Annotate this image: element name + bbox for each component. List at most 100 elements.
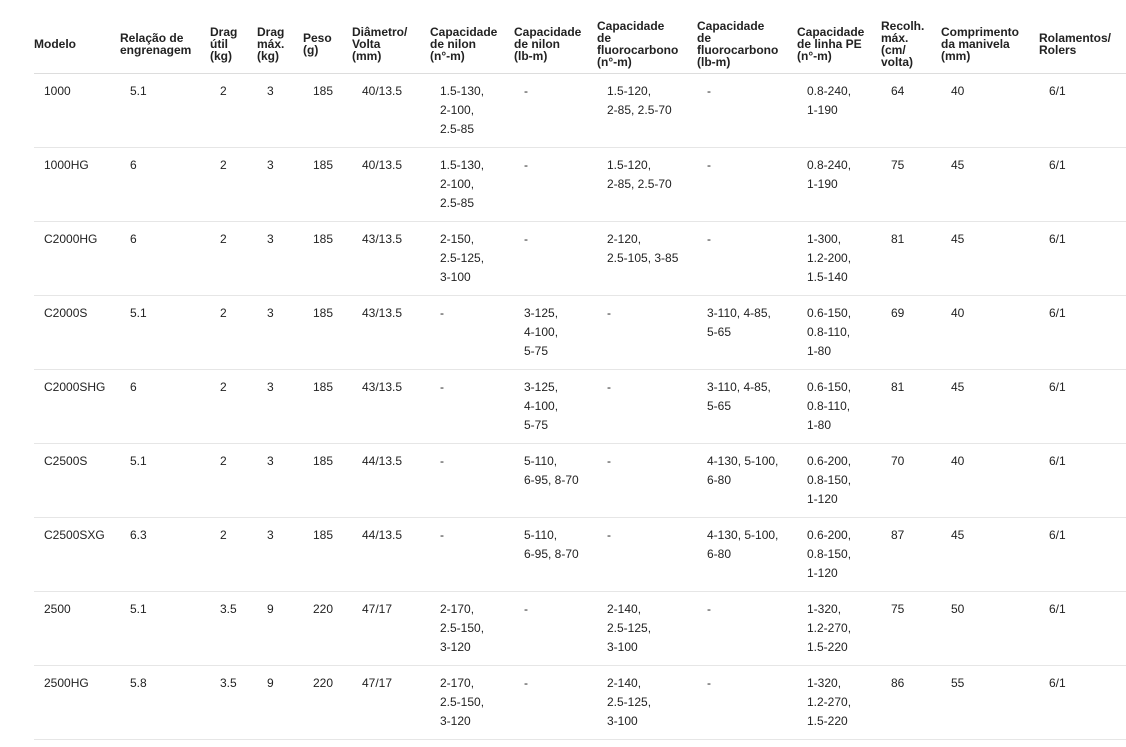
table-cell: -	[697, 73, 797, 148]
table-cell: 43/13.5	[352, 295, 430, 370]
table-cell: 69	[881, 295, 941, 370]
column-header: Rolamentos/ Rolers	[1039, 14, 1126, 74]
table-cell: 2500	[34, 591, 120, 666]
table-cell: 75	[881, 591, 941, 666]
table-cell: 5.8	[120, 665, 210, 740]
table-cell: 5.1	[120, 443, 210, 518]
table-cell: 1000HG	[34, 147, 120, 222]
table-row: C2000SHG 6 2 3 185 43/13.5-3-125, 4-100, 5-75…	[34, 369, 1126, 444]
table-cell: 0.8-240, 1-190	[797, 73, 881, 148]
header-row: Modelo Relação de engrenagem Drag útil (kg…	[34, 14, 1126, 74]
table-row: C2500SXG 6.3 2 3 185 44/13.5-5-110, 6-95, 8-7…	[34, 517, 1126, 592]
table-cell: 75	[881, 147, 941, 222]
table-cell: 3	[257, 73, 303, 148]
column-header: Peso (g)	[303, 14, 352, 74]
table-cell: 0.6-150, 0.8-110, 1-80	[797, 295, 881, 370]
table-cell: 2-140, 2.5-125, 3-100	[597, 591, 697, 666]
table-cell: 3	[257, 221, 303, 296]
table-cell: 185	[303, 517, 352, 592]
table-cell: 3-125, 4-100, 5-75	[514, 295, 597, 370]
table-cell: 6	[120, 369, 210, 444]
table-cell: 1-300, 1.2-200, 1.5-140	[797, 221, 881, 296]
table-cell: 40/13.5	[352, 147, 430, 222]
table-cell: 3-110, 4-85, 5-65	[697, 295, 797, 370]
table-cell: -	[430, 443, 514, 518]
table-cell: 6.3	[120, 517, 210, 592]
column-header: Diâmetro/ Volta (mm)	[352, 14, 430, 74]
table-cell: -	[597, 517, 697, 592]
table-cell: 44/13.5	[352, 443, 430, 518]
table-cell: 3	[257, 295, 303, 370]
table-cell: 185	[303, 369, 352, 444]
table-cell: 4-130, 5-100, 6-80	[697, 443, 797, 518]
table-cell: -	[514, 73, 597, 148]
table-cell: 43/13.5	[352, 369, 430, 444]
table-cell: 185	[303, 147, 352, 222]
table-cell: 0.6-150, 0.8-110, 1-80	[797, 369, 881, 444]
table-cell: 6/1	[1039, 221, 1126, 296]
table-cell: -	[597, 443, 697, 518]
table-cell: 50	[941, 591, 1039, 666]
table-cell: 40	[941, 73, 1039, 148]
table-row: 2500 5.1 3.5 9 220 47/17 2-170, 2.5-150, 3-120…	[34, 591, 1126, 666]
table-cell: 2	[210, 73, 257, 148]
table-cell: 3.5	[210, 665, 257, 740]
table-cell: 1-320, 1.2-270, 1.5-220	[797, 591, 881, 666]
table-cell: 1.5-120, 2-85, 2.5-70	[597, 147, 697, 222]
table-cell: -	[430, 295, 514, 370]
table-row: 1000 5.1 2 3 185 40/13.5 1.5-130, 2-100, 2.5-8…	[34, 73, 1126, 148]
column-header: Capacidade de fluorocarbono (lb-m)	[697, 14, 797, 74]
table-cell: 70	[881, 443, 941, 518]
table-cell: 185	[303, 295, 352, 370]
table-cell: 45	[941, 369, 1039, 444]
table-cell: 5.1	[120, 295, 210, 370]
table-cell: 3	[257, 517, 303, 592]
table-cell: 5.1	[120, 591, 210, 666]
table-cell: 3	[257, 369, 303, 444]
table-cell: -	[697, 665, 797, 740]
column-header: Modelo	[34, 14, 120, 74]
table-cell: 45	[941, 517, 1039, 592]
table-cell: 220	[303, 591, 352, 666]
table-cell: 1.5-130, 2-100, 2.5-85	[430, 147, 514, 222]
table-cell: C2500SXG	[34, 517, 120, 592]
table-head: Modelo Relação de engrenagem Drag útil (kg…	[34, 14, 1126, 74]
table-cell: 3.5	[210, 591, 257, 666]
table-cell: 40	[941, 295, 1039, 370]
table-cell: 6/1	[1039, 665, 1126, 740]
table-cell: 6/1	[1039, 517, 1126, 592]
table-cell: 3	[257, 147, 303, 222]
table-cell: 1.5-120, 2-85, 2.5-70	[597, 73, 697, 148]
column-header: Relação de engrenagem	[120, 14, 210, 74]
table-cell: 47/17	[352, 665, 430, 740]
table-cell: 6/1	[1039, 147, 1126, 222]
table-cell: 2-120, 2.5-105, 3-85	[597, 221, 697, 296]
table-cell: C2000SHG	[34, 369, 120, 444]
table-cell: 43/13.5	[352, 221, 430, 296]
table-cell: -	[697, 591, 797, 666]
table-cell: 6	[120, 221, 210, 296]
table-cell: 1000	[34, 73, 120, 148]
table-cell: -	[514, 591, 597, 666]
table-cell: 185	[303, 73, 352, 148]
table-cell: 2	[210, 295, 257, 370]
table-cell: 40/13.5	[352, 73, 430, 148]
table-cell: 2	[210, 221, 257, 296]
table-cell: 81	[881, 369, 941, 444]
table-cell: 6/1	[1039, 369, 1126, 444]
table-cell: 185	[303, 221, 352, 296]
table-cell: 9	[257, 665, 303, 740]
specs-table: Modelo Relação de engrenagem Drag útil (kg…	[34, 14, 1126, 740]
column-header: Recolh. máx. (cm/ volta)	[881, 14, 941, 74]
table-cell: -	[597, 369, 697, 444]
table-row: C2000S 5.1 2 3 185 43/13.5-3-125, 4-100, 5-75…	[34, 295, 1126, 370]
table-cell: -	[697, 147, 797, 222]
table-cell: 2-170, 2.5-150, 3-120	[430, 591, 514, 666]
table-cell: C2000S	[34, 295, 120, 370]
table-cell: 44/13.5	[352, 517, 430, 592]
table-cell: 55	[941, 665, 1039, 740]
table-cell: 2	[210, 147, 257, 222]
table-cell: 81	[881, 221, 941, 296]
column-header: Drag máx. (kg)	[257, 14, 303, 74]
table-cell: 40	[941, 443, 1039, 518]
